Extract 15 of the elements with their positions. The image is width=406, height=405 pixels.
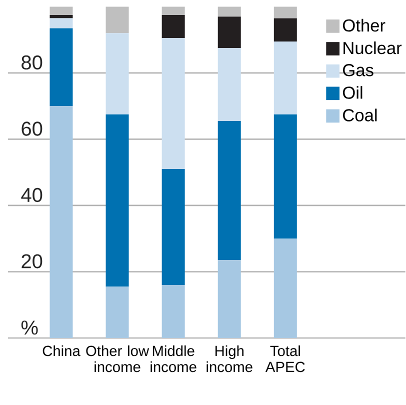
legend-label: Other [342,18,386,32]
x-tick-label: Other low income [86,345,150,372]
x-tick-label: China [42,345,80,356]
x-tick-label: Middle income [150,345,196,372]
y-tick-label: % [21,320,38,335]
y-tick-label: 40 [21,188,42,202]
legend-label: Coal [343,108,377,122]
y-tick-label: 80 [22,55,42,70]
legend-label: Gas [343,64,374,76]
y-tick-label: 60 [22,122,42,136]
legend-label: Oil [342,86,362,99]
legend-label: Nuclear [344,41,402,54]
y-tick-label: 20 [22,254,42,268]
x-tick-label: Total APEC [265,345,305,372]
x-tick-label: High income [206,345,252,372]
